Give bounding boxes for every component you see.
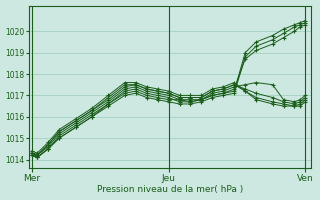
X-axis label: Pression niveau de la mer( hPa ): Pression niveau de la mer( hPa ) (97, 185, 243, 194)
